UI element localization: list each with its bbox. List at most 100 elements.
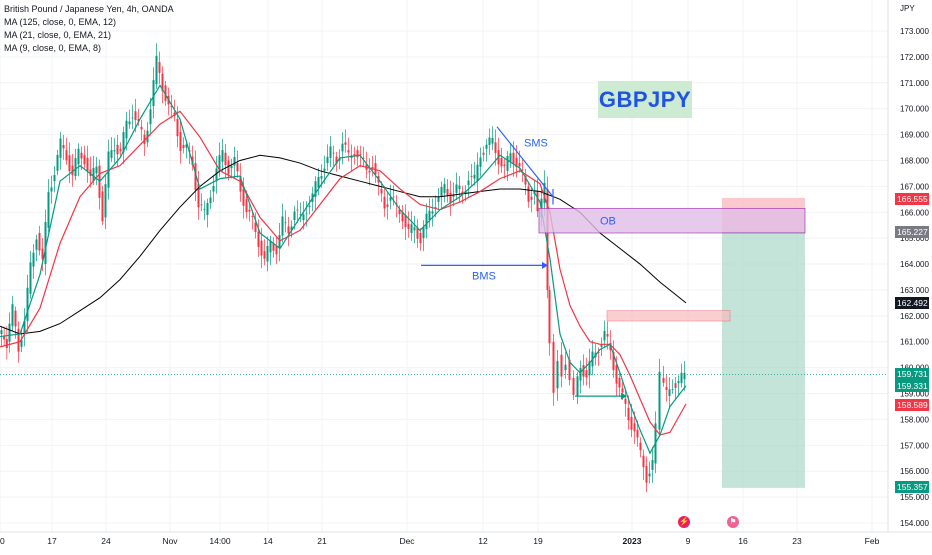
price-axis[interactable]: 173.000 172.000 171.000 170.000 169.000 168.0… — [887, 0, 929, 532]
legend-ma-21[interactable]: MA (21, close, 0, EMA, 21) — [4, 30, 112, 40]
lightning-icon[interactable]: ⚡ — [678, 516, 690, 528]
candle-body — [636, 429, 639, 438]
candle-body — [431, 211, 434, 214]
candle-body — [407, 223, 410, 229]
candle-body — [89, 169, 92, 176]
candle-body — [560, 354, 563, 377]
price-tick-label: 166.000 — [900, 208, 929, 217]
candle-body — [332, 152, 335, 154]
candle-body — [515, 157, 518, 168]
moving-averages — [0, 84, 687, 455]
candle-body — [582, 365, 585, 377]
sms-trendline — [496, 126, 554, 198]
green-arrow-head — [621, 392, 627, 400]
candle-body — [648, 473, 651, 477]
candle-body — [677, 380, 680, 384]
candle-body — [621, 388, 624, 393]
candle-body — [509, 153, 512, 162]
time-tick-label: 14:00 — [209, 536, 231, 546]
candle-body — [11, 304, 14, 327]
candle-body — [398, 209, 401, 215]
time-tick-label: Nov — [162, 536, 178, 546]
candle-body — [630, 416, 633, 430]
candle-body — [38, 232, 41, 251]
candle-body — [524, 176, 527, 185]
candle-body — [257, 231, 260, 247]
candle-body — [645, 466, 648, 483]
candle-body — [386, 204, 389, 207]
candle-body — [227, 160, 230, 175]
legend-ma-125[interactable]: MA (125, close, 0, EMA, 12) — [4, 17, 117, 27]
candle-body — [642, 455, 645, 468]
candle-body — [603, 330, 606, 341]
price-tag-stop: 155.357 — [895, 481, 929, 493]
price-tick-label: 155.000 — [900, 493, 929, 502]
legend-title[interactable]: British Pound / Japanese Yen, 4h, OANDA — [4, 4, 174, 14]
candle-body — [248, 209, 251, 212]
candle-body — [149, 109, 152, 125]
candle-body — [449, 192, 452, 204]
candle-body — [83, 155, 86, 165]
candle-body — [392, 196, 395, 198]
candle-body — [470, 176, 473, 177]
candle-body — [572, 377, 575, 395]
candle-body — [579, 367, 582, 381]
candle-body — [674, 383, 677, 388]
symbol-label-box[interactable]: GBPJPY — [598, 81, 692, 118]
candle-body — [137, 119, 140, 122]
candle-body — [491, 137, 494, 144]
candle-body — [203, 208, 206, 210]
candle-body — [233, 157, 236, 166]
time-axis[interactable]: 10 17 24 Nov 14:00 14 21 Dec 12 19 2023 9 16 23 Feb — [0, 531, 932, 546]
time-tick-label: Feb — [865, 536, 880, 546]
candle-body — [536, 191, 539, 212]
ob-label: OB — [600, 216, 616, 228]
candle-body — [200, 204, 203, 206]
candle-body — [287, 226, 290, 234]
price-tick-label: 157.000 — [900, 441, 929, 450]
candle-body — [182, 144, 185, 149]
candle-body — [374, 163, 377, 175]
candle-body — [278, 235, 281, 249]
candle-body — [299, 214, 302, 216]
candle-body — [326, 156, 329, 164]
candle-body — [116, 144, 119, 155]
candle-body — [485, 144, 488, 149]
candle-body — [3, 336, 6, 340]
candle-body — [212, 185, 215, 192]
candle-body — [576, 376, 579, 397]
candle-body — [293, 211, 296, 221]
candle-body — [161, 73, 164, 92]
candle-body — [242, 188, 245, 206]
candle-body — [323, 168, 326, 171]
price-tick-label: 173.000 — [900, 27, 929, 36]
candle-body — [588, 361, 591, 376]
candle-body — [179, 131, 182, 152]
legend-ma-9[interactable]: MA (9, close, 0, EMA, 8) — [4, 43, 102, 53]
candle-body — [500, 157, 503, 167]
drawings[interactable]: OB SMS BMS — [0, 126, 888, 488]
candle-body — [35, 239, 38, 250]
time-tick-label: 2023 — [623, 536, 642, 546]
time-tick-label: 17 — [47, 536, 57, 546]
price-tag-last: 159.731 — [895, 368, 929, 380]
candle-body — [389, 197, 392, 201]
flag-icon[interactable]: ⚑ — [727, 516, 739, 528]
price-tick-label: 159.000 — [900, 390, 929, 399]
candle-body — [680, 372, 683, 384]
candle-body — [521, 169, 524, 171]
ma-21-line — [0, 110, 687, 436]
candle-body — [104, 184, 107, 218]
candle-body — [95, 166, 98, 174]
price-tick-label: 154.000 — [900, 519, 929, 528]
candle-body — [305, 213, 308, 215]
candle-body — [518, 163, 521, 167]
candle-body — [230, 165, 233, 169]
candle-body — [194, 163, 197, 191]
candle-body — [218, 155, 221, 171]
candle-body — [428, 210, 431, 221]
time-tick-label: 10 — [0, 536, 5, 546]
candle-body — [275, 245, 278, 255]
